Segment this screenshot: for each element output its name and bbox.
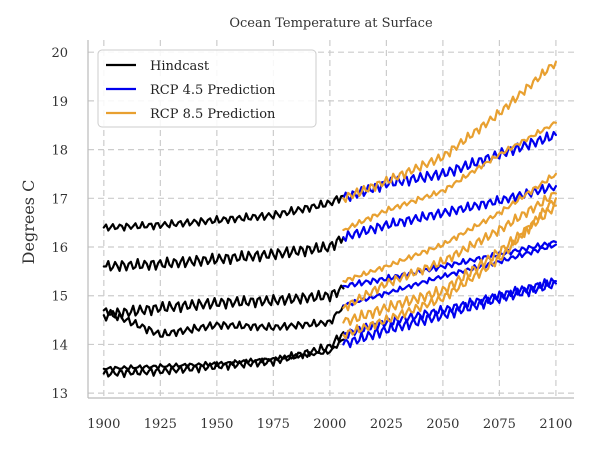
tick-layer: 1900 1925 1950 1975 2000 2025 2050 2075 2100 13 14…: [51, 46, 572, 432]
legend-box: [97, 49, 317, 128]
y-tick-label: 19: [51, 95, 68, 110]
series-line-rcp-4-5-prediction: [342, 183, 557, 242]
series-line-rcp-4-5-prediction: [342, 130, 557, 202]
legend-label-rcp45: RCP 4.5 Prediction: [150, 83, 276, 98]
series-line-hindcast: [102, 235, 345, 272]
series-line-rcp-8-5-prediction: [342, 197, 557, 340]
y-tick-label: 17: [51, 192, 68, 207]
series-line-rcp-4-5-prediction: [342, 240, 557, 289]
y-tick-label: 14: [51, 338, 68, 353]
series-line-hindcast: [102, 304, 345, 338]
series-layer: [102, 60, 557, 379]
series-line-rcp-4-5-prediction: [342, 242, 557, 307]
series-line-rcp-8-5-prediction: [342, 121, 557, 232]
y-tick-label: 20: [51, 46, 68, 61]
x-tick-label: 2050: [426, 417, 459, 432]
series-line-rcp-8-5-prediction: [342, 191, 557, 312]
y-tick-label: 15: [51, 290, 68, 305]
x-tick-label: 1925: [144, 417, 177, 432]
chart-title: Ocean Temperature at Surface: [229, 16, 433, 31]
series-line-rcp-8-5-prediction: [342, 60, 557, 203]
y-axis-label: Degrees C: [19, 180, 38, 265]
x-tick-label: 2100: [539, 417, 572, 432]
series-line-rcp-4-5-prediction: [342, 277, 557, 339]
y-tick-label: 16: [51, 241, 68, 256]
legend-label-rcp85: RCP 8.5 Prediction: [150, 107, 276, 122]
x-tick-label: 2025: [370, 417, 403, 432]
series-line-rcp-4-5-prediction: [342, 279, 557, 349]
series-line-hindcast: [102, 194, 345, 232]
axis-layer: [87, 40, 574, 399]
series-line-hindcast: [102, 331, 345, 379]
x-tick-label: 1900: [87, 417, 120, 432]
x-tick-label: 2000: [313, 417, 346, 432]
series-line-rcp-8-5-prediction: [342, 204, 557, 326]
x-tick-label: 1975: [257, 417, 290, 432]
x-tick-label: 1950: [200, 417, 233, 432]
legend: Hindcast RCP 4.5 Prediction RCP 8.5 Pred…: [97, 49, 317, 128]
series-line-hindcast: [102, 284, 345, 322]
y-tick-label: 18: [51, 144, 68, 159]
legend-label-hindcast: Hindcast: [150, 59, 210, 74]
series-line-rcp-8-5-prediction: [342, 172, 557, 283]
x-tick-label: 2075: [483, 417, 516, 432]
y-tick-label: 13: [51, 387, 68, 402]
